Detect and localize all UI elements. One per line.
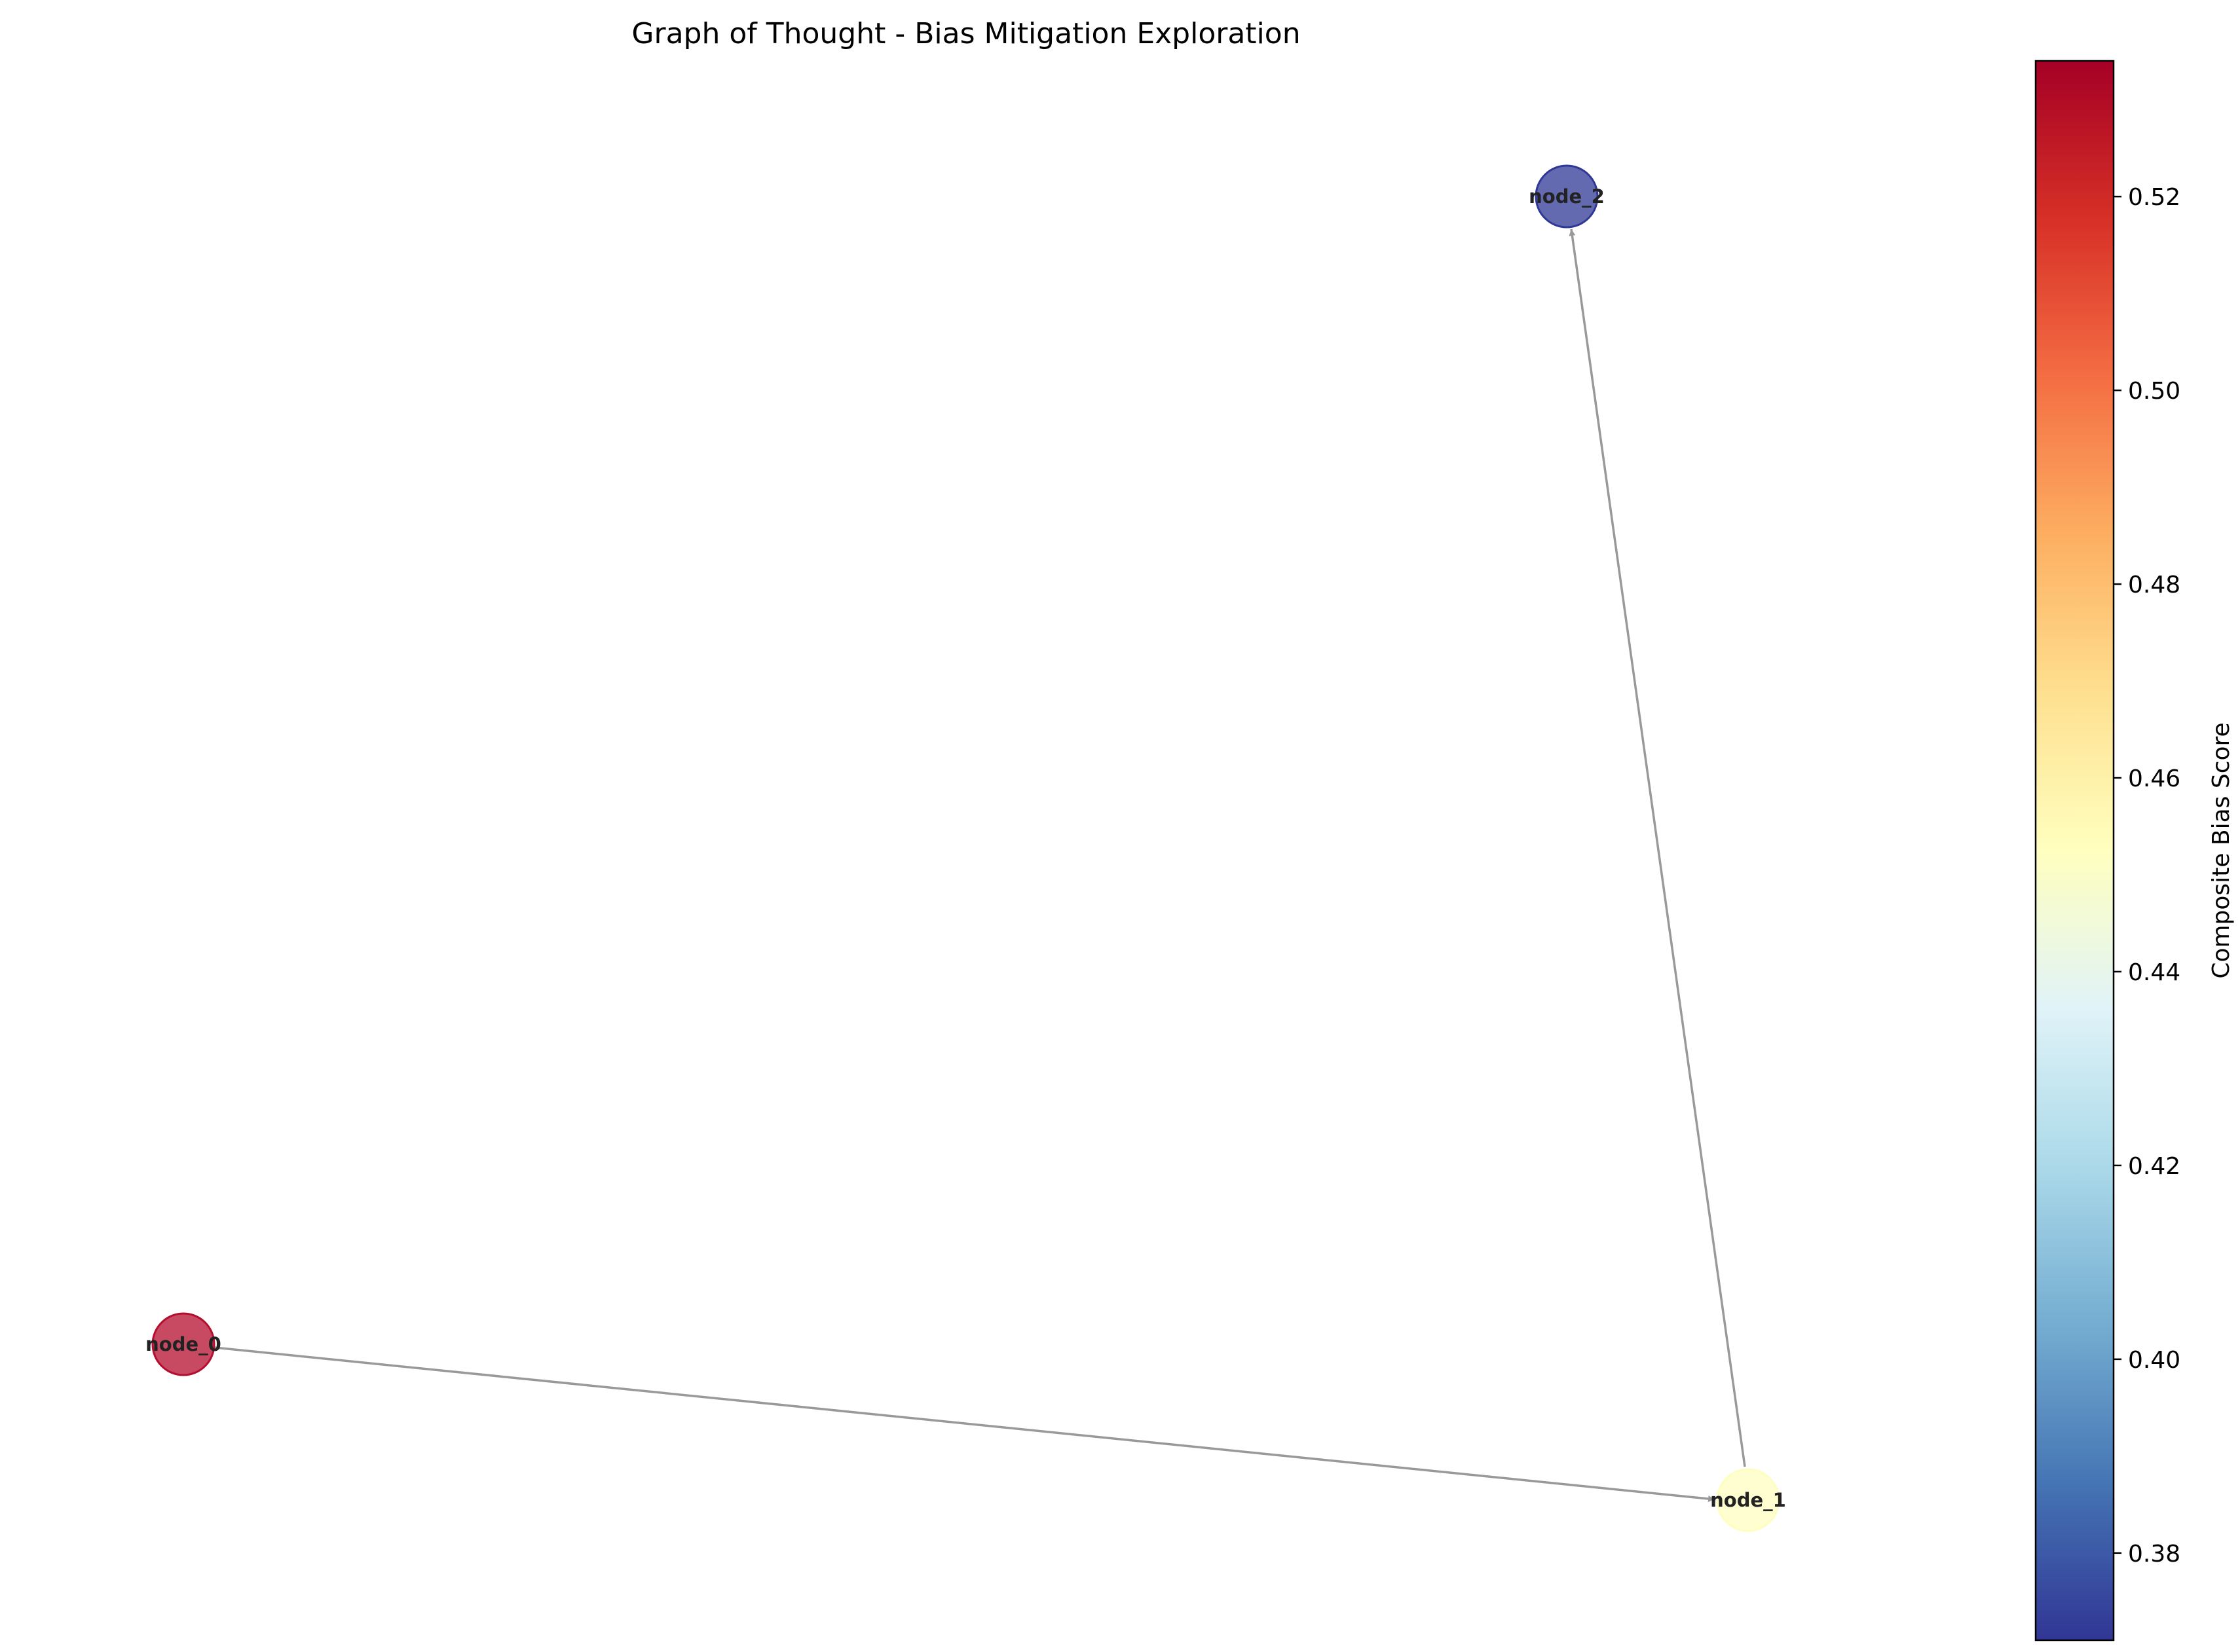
graph-node-node_1[interactable]: node_1 [1710,1468,1786,1532]
node-label-node_0: node_0 [145,1333,221,1355]
graph-node-node_0[interactable]: node_0 [145,1312,221,1376]
colorbar-tick-label: 0.46 [2128,765,2180,792]
node-label-node_1: node_1 [1710,1489,1786,1511]
colorbar-tick-label: 0.52 [2128,184,2180,211]
colorbar-tick-label: 0.40 [2128,1347,2180,1374]
node-circle-node_2 [1535,164,1599,229]
colorbar-label: Composite Bias Score [2208,722,2235,978]
colorbar-tick-label: 0.38 [2128,1541,2180,1568]
colorbar-ticks: 0.38 0.40 0.42 0.44 0.46 0.48 0.50 0.52 [2114,184,2180,1568]
edge-node_0-to-node_1 [214,1346,1715,1502]
colorbar-tick-label: 0.42 [2128,1153,2180,1180]
nodes-layer: node_0 node_1 node_2 [145,164,1786,1532]
colorbar-tick-label: 0.48 [2128,572,2180,598]
chart-title: Graph of Thought - Bias Mitigation Explo… [631,17,1300,50]
colorbar-tick-label: 0.50 [2128,378,2180,405]
node-circle-node_0 [151,1312,215,1376]
colorbar-gradient [2034,60,2115,1642]
node-label-node_2: node_2 [1529,185,1605,208]
graph-node-node_2[interactable]: node_2 [1529,164,1605,229]
colorbar-tick-label: 0.44 [2128,959,2180,986]
edges-layer [214,229,1746,1502]
node-circle-node_1 [1716,1468,1780,1532]
colorbar: 0.38 0.40 0.42 0.44 0.46 0.48 0.50 0.52 Composi… [2034,60,2235,1642]
edge-node_1-to-node_2 [1569,229,1746,1467]
